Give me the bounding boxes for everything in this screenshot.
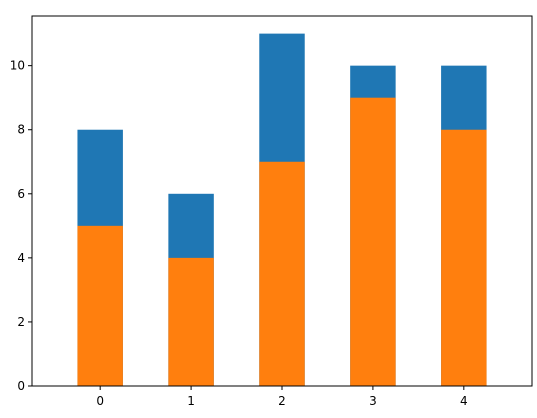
y-tick-label-10: 10 (10, 59, 25, 73)
y-tick-label-6: 6 (17, 187, 25, 201)
x-tick-label-3: 3 (369, 394, 377, 408)
y-tick-label-0: 0 (17, 379, 25, 393)
bars-layer (77, 33, 487, 387)
bar-series-1-cat-2 (259, 161, 305, 386)
y-tick-label-4: 4 (17, 251, 25, 265)
x-tick-label-2: 2 (278, 394, 286, 408)
bar-series-1-cat-1 (168, 257, 214, 386)
bar-series-1-cat-0 (77, 225, 123, 386)
x-tick-label-1: 1 (187, 394, 195, 408)
x-tick-label-0: 0 (96, 394, 104, 408)
bar-series-1-cat-3 (350, 97, 396, 387)
axes-layer: 0 2 4 6 8 10 0 1 2 3 4 (10, 15, 533, 408)
y-tick-label-2: 2 (17, 315, 25, 329)
bar-series-1-cat-4 (441, 129, 487, 386)
y-tick-label-8: 8 (17, 123, 25, 137)
x-tick-label-4: 4 (460, 394, 468, 408)
